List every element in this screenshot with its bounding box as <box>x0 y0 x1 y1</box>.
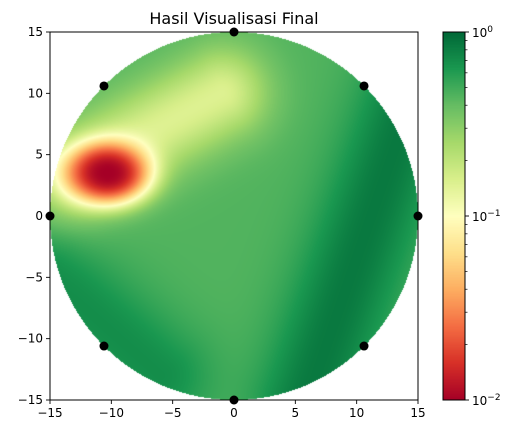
colorbar-tick-exponent: 0 <box>487 25 493 35</box>
colorbar-tick-label: 10−2 <box>472 393 501 408</box>
x-tick-label: 15 <box>410 406 425 420</box>
y-axis: −15 −10 −5 0 5 10 15 <box>18 25 50 407</box>
colorbar-gradient <box>443 32 465 400</box>
colorbar-tick-base: 10 <box>472 394 487 408</box>
x-tick-label: −15 <box>37 406 62 420</box>
y-tick-label: 10 <box>28 86 43 100</box>
chart-title: Hasil Visualisasi Final <box>149 9 318 28</box>
sensor-marker <box>360 342 369 351</box>
y-tick-label: −5 <box>25 270 43 284</box>
plot-area <box>46 28 423 405</box>
y-tick-label: 0 <box>35 209 43 223</box>
colorbar-tick-label: 100 <box>472 25 493 40</box>
colorbar-tick-exponent: −1 <box>487 209 500 219</box>
y-tick-label: −10 <box>18 332 43 346</box>
sensor-marker <box>99 81 108 90</box>
colorbar-tick-label: 10−1 <box>472 209 501 224</box>
y-tick-label: −15 <box>18 393 43 407</box>
sensor-marker <box>99 342 108 351</box>
x-tick-label: −10 <box>99 406 124 420</box>
y-tick-label: 5 <box>35 148 43 162</box>
y-tick-label: 15 <box>28 25 43 39</box>
x-tick-label: 5 <box>292 406 300 420</box>
x-tick-label: −5 <box>164 406 182 420</box>
x-tick-label: 0 <box>230 406 238 420</box>
colorbar-tick-base: 10 <box>472 26 487 40</box>
x-tick-label: 10 <box>349 406 364 420</box>
sensor-marker <box>360 81 369 90</box>
colorbar-tick-exponent: −2 <box>487 393 500 403</box>
colorbar-tick-base: 10 <box>472 210 487 224</box>
